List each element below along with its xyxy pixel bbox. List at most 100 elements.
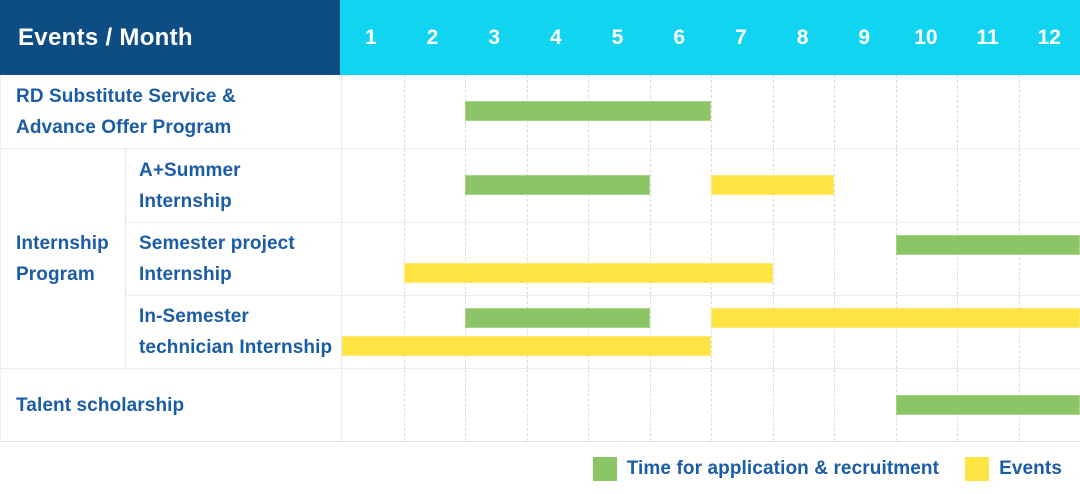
gantt-bar-application [465,175,650,195]
legend-item: Events [965,457,1062,481]
month-gridline [834,296,835,368]
month-label: 8 [796,25,809,49]
month-gridline [957,75,958,148]
legend-item: Time for application & recruitment [592,457,940,481]
gantt-bar-events [403,263,773,283]
table-header: Events / Month 1 2 3 4 5 6 7 8 9 10 11 12 [0,0,1080,75]
legend-swatch-events [965,457,990,481]
month-gridline [711,296,712,368]
subrow-label: Semester project Internship [125,223,341,295]
row-label-line: Program [16,263,95,285]
month-label: 11 [976,25,999,49]
month-gridline [957,223,958,295]
month-label: 4 [550,25,562,49]
table-subrow: A+Summer Internship [125,149,1080,222]
month-label: 7 [735,25,747,49]
row-label-line: In-Semester [139,306,249,327]
gantt-bar-events [711,308,1080,328]
month-label: 9 [858,25,871,49]
schedule-table: Events / Month 1 2 3 4 5 6 7 8 9 10 11 12 RD Substi… [0,0,1080,442]
month-gridline [588,296,589,368]
events-month-header-cell: Events / Month [0,0,340,75]
chart-cell [341,296,1080,368]
month-gridline [834,75,835,148]
month-gridline [1018,75,1020,148]
month-gridline [649,223,651,295]
subrow-label: In-Semester technician Internship [125,296,341,368]
month-label: 3 [488,25,501,49]
month-gridline [465,296,466,368]
chart-cell [341,75,1080,148]
month-gridline [588,223,589,295]
month-gridline [772,296,774,368]
month-label: 6 [673,25,686,49]
month-gridline [1018,149,1020,222]
row-label-line: A+Summer [139,159,241,181]
month-gridline [588,369,589,441]
legend: Time for application & recruitment Events [0,442,1080,481]
table-subrow: Semester project Internship [125,222,1080,295]
month-gridline [711,223,712,295]
month-gridline [957,296,958,368]
group-label: Internship Program [1,149,125,368]
month-gridline [834,223,835,295]
gantt-bar-application [895,235,1080,255]
table-row: RD Substitute Service & Advance Offer Pro… [1,75,1080,148]
chart-cell [341,223,1080,295]
month-gridline [649,296,651,368]
month-label: 12 [1037,25,1061,49]
row-label-line: Semester project [139,233,295,254]
row-label: Talent scholarship [1,369,341,441]
month-gridline [957,149,958,222]
month-gridline [895,149,897,222]
row-label-line: Internship [16,232,109,254]
legend-label: Events [999,458,1062,479]
month-gridline [772,75,774,148]
legend-swatch-application [592,457,617,481]
month-gridline [834,149,835,222]
month-gridline [895,296,897,368]
row-label-line: technician Internship [139,337,333,358]
month-gridline [403,75,405,148]
month-gridline [649,149,651,222]
row-label-line: Internship [139,264,232,285]
month-gridline [1018,296,1020,368]
month-gridline [649,369,651,441]
chart-cell [341,149,1080,222]
subrows: A+Summer Internship Semester project Intern… [125,149,1080,368]
month-gridline [526,369,528,441]
table-subrow: In-Semester technician Internship [125,295,1080,368]
month-header-row: 1 2 3 4 5 6 7 8 9 10 11 12 [340,0,1080,75]
gantt-bar-application [465,308,650,328]
gantt-bar-events [342,336,711,356]
month-gridline [526,223,528,295]
table-body: RD Substitute Service & Advance Offer Pro… [0,75,1080,442]
legend-label: Time for application & recruitment [626,458,940,479]
month-gridline [403,223,405,295]
month-gridline [403,149,405,222]
month-gridline [465,223,466,295]
gantt-bar-events [711,175,834,195]
table-row: Talent scholarship [1,368,1080,441]
row-label-line: Talent scholarship [16,394,185,416]
month-label: 2 [426,25,439,49]
month-gridline [526,296,528,368]
header-title: Events / Month [18,23,193,51]
gantt-bar-application [895,395,1080,415]
row-label: RD Substitute Service & Advance Offer Pro… [1,75,341,148]
month-gridline [465,369,466,441]
month-gridline [403,369,405,441]
month-label: 1 [364,25,377,49]
row-label-line: Advance Offer Program [16,116,232,138]
month-gridline [403,296,405,368]
table-row-group: Internship Program A+Summer Internship Semes… [1,148,1080,368]
month-label: 5 [611,25,624,49]
month-gridline [711,369,712,441]
month-gridline [1018,223,1020,295]
month-gridline [895,223,897,295]
month-label: 10 [914,25,938,49]
month-gridline [772,223,774,295]
row-label-line: RD Substitute Service & [16,85,236,107]
gantt-bar-application [465,101,711,121]
